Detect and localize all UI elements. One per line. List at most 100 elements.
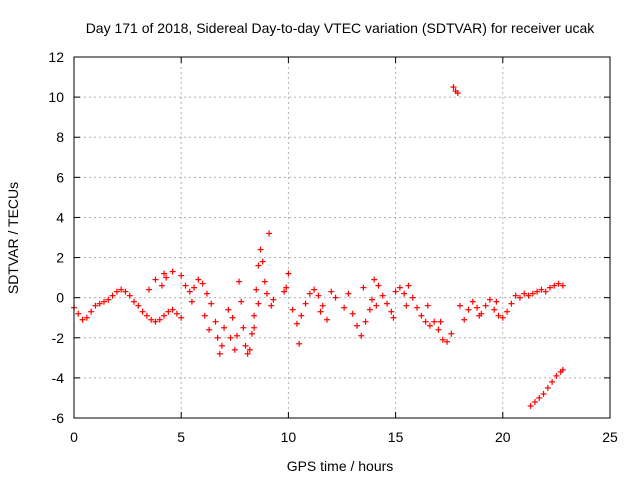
- data-point: [531, 398, 538, 405]
- data-point: [231, 346, 238, 353]
- data-point: [261, 278, 268, 285]
- x-tick-label: 15: [388, 429, 404, 445]
- data-point: [461, 316, 468, 323]
- y-tick-label: 6: [56, 169, 64, 185]
- y-tick-label: 8: [56, 129, 64, 145]
- data-point: [152, 276, 159, 283]
- data-point: [474, 304, 481, 311]
- data-point: [186, 288, 193, 295]
- data-point: [450, 84, 457, 91]
- data-point: [188, 298, 195, 305]
- data-point: [236, 278, 243, 285]
- data-point: [169, 306, 176, 313]
- data-point: [311, 286, 318, 293]
- data-point: [358, 332, 365, 339]
- plot-frame: [73, 56, 611, 419]
- data-point: [238, 298, 245, 305]
- x-tick-labels: 0 5 10 15 20 25: [70, 429, 618, 445]
- data-point: [360, 284, 367, 291]
- data-point: [384, 300, 391, 307]
- data-point: [109, 292, 116, 299]
- data-point: [525, 292, 532, 299]
- data-point: [161, 270, 168, 277]
- data-point: [92, 302, 99, 309]
- data-point: [493, 298, 500, 305]
- data-point: [341, 304, 348, 311]
- data-point: [426, 322, 433, 329]
- data-point: [268, 302, 275, 309]
- data-point: [392, 288, 399, 295]
- data-point: [332, 294, 339, 301]
- data-point: [486, 296, 493, 303]
- data-point: [88, 308, 95, 315]
- data-point: [214, 334, 221, 341]
- y-axis-title: SDTVAR / TECUs: [5, 182, 21, 294]
- data-point: [206, 326, 213, 333]
- data-points: [71, 84, 566, 409]
- data-point: [199, 280, 206, 287]
- data-point: [296, 340, 303, 347]
- x-tick-label: 25: [602, 429, 618, 445]
- data-point: [482, 302, 489, 309]
- data-point: [255, 262, 262, 269]
- data-point: [379, 292, 386, 299]
- data-point: [156, 316, 163, 323]
- data-point: [527, 402, 534, 409]
- data-point: [328, 288, 335, 295]
- data-point: [555, 280, 562, 287]
- data-point: [75, 310, 82, 317]
- data-point: [431, 318, 438, 325]
- data-point: [540, 390, 547, 397]
- data-point: [161, 312, 168, 319]
- data-point: [173, 310, 180, 317]
- data-point: [405, 282, 412, 289]
- data-point: [491, 306, 498, 313]
- data-point: [152, 318, 159, 325]
- data-point: [139, 308, 146, 315]
- y-tick-label: 2: [56, 250, 64, 266]
- data-point: [559, 366, 566, 373]
- data-point: [546, 284, 553, 291]
- data-point: [512, 292, 519, 299]
- data-point: [414, 304, 421, 311]
- data-point: [469, 298, 476, 305]
- data-point: [401, 290, 408, 297]
- data-point: [315, 292, 322, 299]
- data-point: [302, 300, 309, 307]
- data-point: [203, 290, 210, 297]
- data-point: [118, 286, 125, 293]
- data-point: [255, 300, 262, 307]
- data-point: [559, 282, 566, 289]
- data-point: [242, 342, 249, 349]
- x-tick-label: 20: [495, 429, 511, 445]
- data-point: [178, 272, 185, 279]
- y-tick-label: 4: [56, 209, 64, 225]
- data-point: [248, 330, 255, 337]
- data-point: [96, 300, 103, 307]
- data-point: [504, 308, 511, 315]
- y-tick-label: 0: [56, 290, 64, 306]
- data-point: [409, 294, 416, 301]
- data-point: [549, 378, 556, 385]
- data-point: [354, 322, 361, 329]
- data-point: [270, 296, 277, 303]
- data-point: [225, 306, 232, 313]
- chart-title: Day 171 of 2018, Sidereal Day-to-day VTE…: [86, 20, 596, 36]
- data-point: [298, 312, 305, 319]
- data-point: [551, 282, 558, 289]
- data-point: [165, 308, 172, 315]
- data-point: [212, 318, 219, 325]
- data-point: [240, 324, 247, 331]
- data-point: [536, 394, 543, 401]
- data-point: [403, 302, 410, 309]
- data-point: [538, 286, 545, 293]
- data-point: [293, 320, 300, 327]
- data-point: [266, 230, 273, 237]
- data-point: [283, 284, 290, 291]
- data-point: [105, 296, 112, 303]
- data-point: [208, 300, 215, 307]
- data-point: [216, 350, 223, 357]
- x-tick-label: 0: [70, 429, 78, 445]
- data-point: [221, 324, 228, 331]
